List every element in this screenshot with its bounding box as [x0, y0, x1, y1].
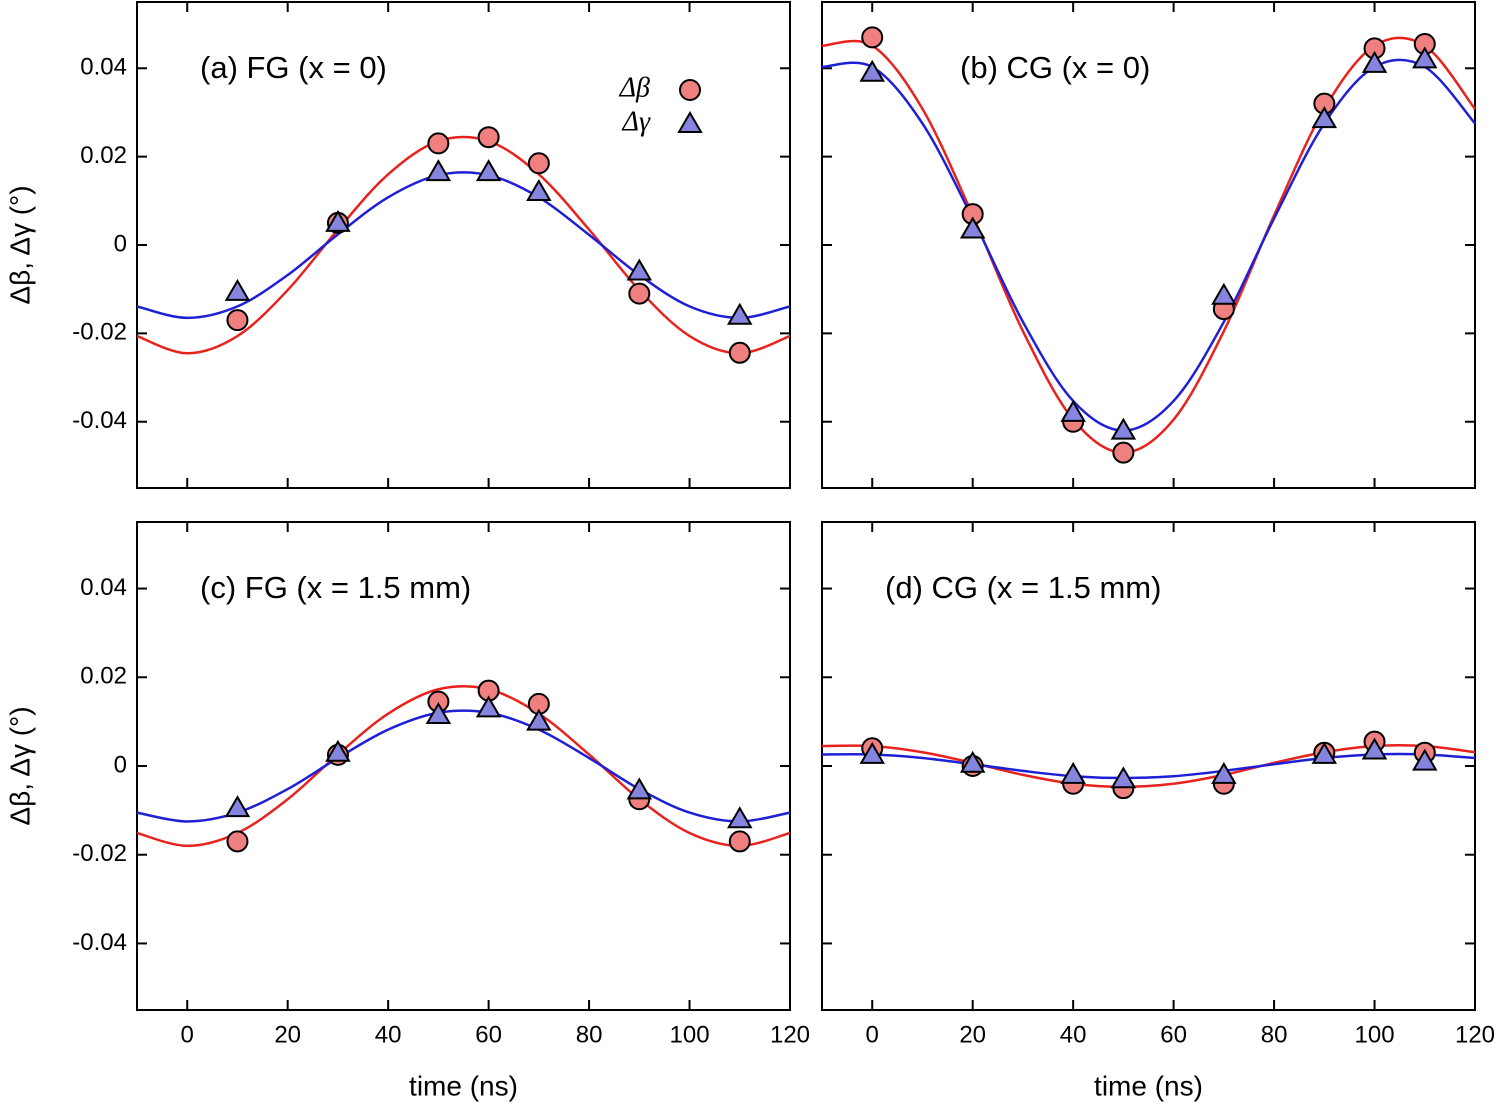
point — [1412, 748, 1438, 771]
point — [325, 739, 351, 762]
point — [728, 341, 751, 364]
point — [427, 132, 450, 155]
x-axis-label: time (ns) — [409, 1070, 518, 1101]
point — [1110, 417, 1137, 440]
point — [526, 178, 552, 201]
y-axis-label: Δβ, Δγ (°) — [4, 706, 35, 825]
point — [626, 777, 653, 800]
fit-curve — [136, 135, 791, 355]
point — [224, 795, 251, 818]
x-tick-label: 20 — [274, 1021, 301, 1048]
y-tick-label: 0.02 — [80, 663, 127, 690]
point — [526, 708, 552, 731]
legend-marker — [677, 111, 703, 133]
y-tick-label: 0 — [114, 230, 127, 257]
x-tick-label: 120 — [770, 1021, 810, 1048]
panel-title: (d) CG (x = 1.5 mm) — [885, 570, 1161, 605]
fit-curve — [821, 36, 1476, 454]
point — [861, 26, 884, 49]
point — [1060, 399, 1086, 422]
legend-marker — [679, 79, 701, 101]
legend-label: Δγ — [622, 106, 651, 137]
y-tick-label: 0 — [114, 751, 127, 778]
point — [728, 830, 751, 853]
x-axis-label: time (ns) — [1094, 1070, 1203, 1101]
x-tick-label: 120 — [1455, 1021, 1495, 1048]
y-axis-label: Δβ, Δγ (°) — [4, 185, 35, 304]
point — [859, 59, 885, 82]
y-tick-label: 0.04 — [80, 54, 127, 81]
x-tick-label: 60 — [475, 1021, 502, 1048]
x-tick-label: 0 — [866, 1021, 879, 1048]
point — [859, 741, 885, 764]
point — [1311, 741, 1338, 764]
point — [475, 159, 502, 182]
x-tick-label: 60 — [1160, 1021, 1187, 1048]
point — [1311, 106, 1338, 129]
point — [1112, 441, 1135, 464]
legend-label: Δβ — [619, 72, 650, 103]
point — [1412, 46, 1438, 69]
panel-title: (b) CG (x = 0) — [960, 50, 1150, 85]
y-tick-label: 0.04 — [80, 574, 127, 601]
point — [1211, 282, 1237, 305]
panel-title: (a) FG (x = 0) — [200, 50, 387, 85]
y-tick-label: -0.02 — [72, 840, 127, 867]
point — [959, 216, 986, 239]
point — [425, 159, 452, 182]
x-tick-label: 100 — [1355, 1021, 1395, 1048]
y-tick-label: -0.02 — [72, 319, 127, 346]
point — [1060, 761, 1086, 784]
point — [224, 278, 251, 301]
point — [1110, 766, 1137, 789]
x-tick-label: 100 — [670, 1021, 710, 1048]
point — [959, 750, 986, 773]
point — [1361, 50, 1388, 73]
x-tick-label: 40 — [375, 1021, 402, 1048]
x-tick-label: 0 — [181, 1021, 194, 1048]
y-tick-label: 0.02 — [80, 142, 127, 169]
x-tick-label: 80 — [576, 1021, 603, 1048]
fit-curve — [136, 684, 791, 848]
point — [475, 695, 502, 718]
point — [477, 126, 500, 149]
point — [1211, 761, 1237, 784]
panel-title: (c) FG (x = 1.5 mm) — [200, 570, 471, 605]
x-tick-label: 40 — [1060, 1021, 1087, 1048]
point — [628, 282, 651, 305]
y-tick-label: -0.04 — [72, 407, 127, 434]
point — [626, 258, 653, 281]
fit-curve — [136, 171, 791, 320]
fit-curve — [821, 58, 1476, 432]
point — [425, 701, 452, 724]
x-tick-label: 80 — [1261, 1021, 1288, 1048]
point — [727, 302, 753, 325]
point — [527, 152, 550, 175]
point — [226, 830, 249, 853]
x-tick-label: 20 — [959, 1021, 986, 1048]
point — [226, 309, 249, 332]
point — [1361, 737, 1388, 760]
point — [727, 806, 753, 829]
y-tick-label: -0.04 — [72, 929, 127, 956]
point — [325, 209, 351, 232]
